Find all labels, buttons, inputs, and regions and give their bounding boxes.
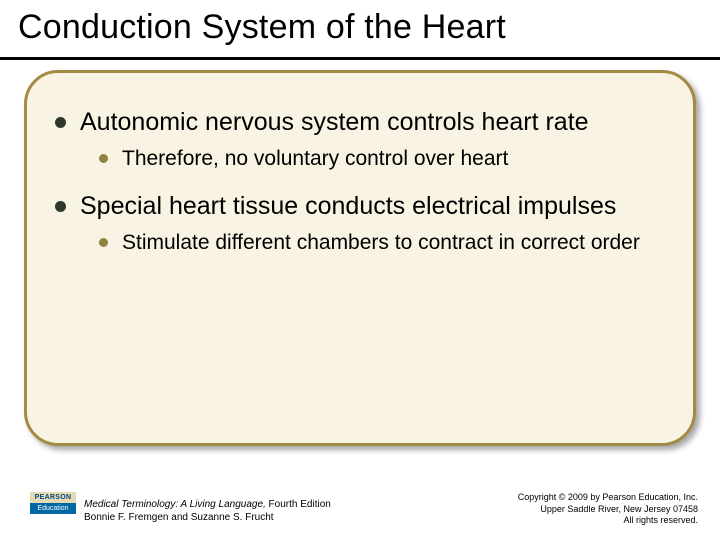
copyright-line: Copyright © 2009 by Pearson Education, I… — [518, 492, 698, 503]
book-authors: Bonnie F. Fremgen and Suzanne S. Frucht — [84, 512, 331, 525]
book-title-line: Medical Terminology: A Living Language, … — [84, 499, 331, 512]
book-citation: Medical Terminology: A Living Language, … — [84, 499, 331, 524]
bullet-main-2: Special heart tissue conducts electrical… — [55, 191, 667, 222]
publisher-logo: PEARSON Education — [30, 492, 76, 526]
bullet-text: Autonomic nervous system controls heart … — [80, 107, 589, 138]
footer: PEARSON Education Medical Terminology: A… — [0, 480, 720, 530]
bullet-sub-1: Therefore, no voluntary control over hea… — [99, 146, 667, 172]
book-title: Medical Terminology: A Living Language, — [84, 499, 266, 510]
bullet-icon — [55, 117, 66, 128]
bullet-text: Special heart tissue conducts electrical… — [80, 191, 616, 222]
bullet-main-1: Autonomic nervous system controls heart … — [55, 107, 667, 138]
bullet-icon — [55, 201, 66, 212]
bullet-sub-2: Stimulate different chambers to contract… — [99, 230, 667, 256]
copyright-line: Upper Saddle River, New Jersey 07458 — [518, 504, 698, 515]
logo-bottom-text: Education — [30, 503, 76, 514]
content-panel: Autonomic nervous system controls heart … — [24, 70, 696, 446]
logo-top-text: PEARSON — [30, 492, 76, 503]
bullet-icon — [99, 154, 108, 163]
copyright-block: Copyright © 2009 by Pearson Education, I… — [518, 492, 698, 526]
book-edition: Fourth Edition — [266, 499, 331, 510]
copyright-line: All rights reserved. — [518, 515, 698, 526]
title-bar: Conduction System of the Heart — [0, 0, 720, 60]
slide-title: Conduction System of the Heart — [18, 8, 702, 47]
bullet-icon — [99, 238, 108, 247]
bullet-text: Therefore, no voluntary control over hea… — [122, 146, 508, 172]
bullet-text: Stimulate different chambers to contract… — [122, 230, 640, 256]
